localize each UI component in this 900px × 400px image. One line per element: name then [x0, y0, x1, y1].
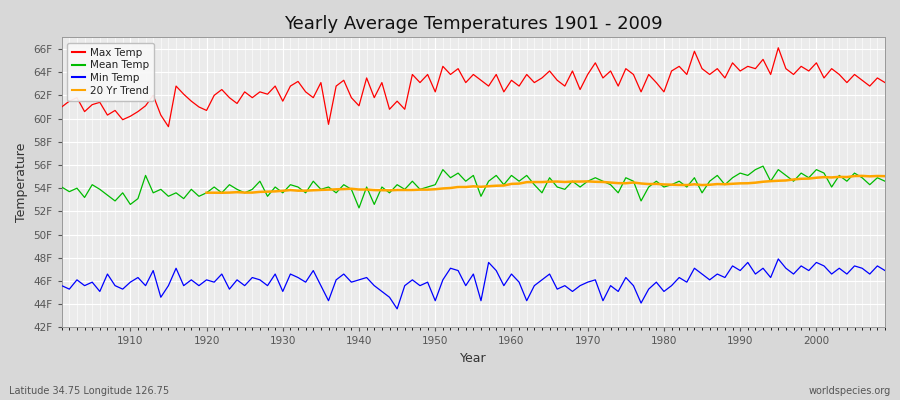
Text: Latitude 34.75 Longitude 126.75: Latitude 34.75 Longitude 126.75	[9, 386, 169, 396]
Text: worldspecies.org: worldspecies.org	[809, 386, 891, 396]
Title: Yearly Average Temperatures 1901 - 2009: Yearly Average Temperatures 1901 - 2009	[284, 15, 662, 33]
Y-axis label: Temperature: Temperature	[15, 143, 28, 222]
Legend: Max Temp, Mean Temp, Min Temp, 20 Yr Trend: Max Temp, Mean Temp, Min Temp, 20 Yr Tre…	[67, 42, 154, 101]
X-axis label: Year: Year	[460, 352, 487, 365]
